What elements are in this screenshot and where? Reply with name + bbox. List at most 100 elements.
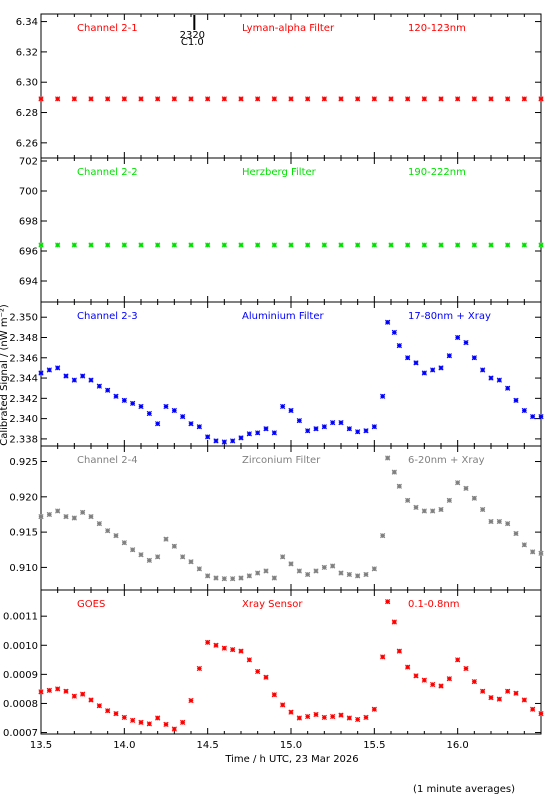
panel-frame [40,301,542,447]
data-point [521,407,527,414]
data-point [338,420,344,426]
flare-marker: 2320 C1.0 [180,15,205,48]
y-tick-label: 2.346 [9,353,38,364]
data-point [330,713,336,720]
data-point [438,506,444,513]
data-point [71,515,77,521]
data-point [346,571,352,578]
data-point [455,96,461,102]
panel-channel-label: Channel 2-2 [77,167,138,178]
data-point [46,687,52,693]
data-point [238,575,244,581]
data-point [385,319,391,325]
data-point [38,370,44,376]
data-point [405,497,411,503]
data-point [338,570,344,576]
data-point [388,96,394,102]
data-point [530,706,536,712]
panel-filter-label: Aluminium Filter [242,311,325,322]
data-point [113,711,119,717]
y-tick-label: 6.32 [16,47,38,58]
data-point [505,521,511,527]
data-point [138,552,144,558]
data-point [205,242,211,248]
data-point [230,647,236,653]
data-point [88,697,94,703]
data-point [530,549,536,555]
data-point [413,360,419,366]
data-point [271,242,277,248]
data-point [455,334,461,341]
data-point [146,410,152,417]
data-point [455,242,461,248]
data-point [288,96,294,102]
data-point [471,495,477,501]
averaging-note: (1 minute averages) [413,784,515,795]
data-point [346,426,352,432]
data-point [113,393,119,399]
data-point [188,559,194,565]
data-point [305,428,311,434]
data-point [363,571,369,578]
data-point [296,715,302,721]
y-tick-label: 6.28 [16,108,38,119]
data-point [246,573,252,579]
data-point [288,242,294,248]
panel-band-label: 6-20nm + Xray [408,455,485,466]
data-point [130,717,136,723]
data-point [38,689,44,695]
data-point [538,413,544,420]
data-point [171,543,177,549]
data-point [355,716,361,723]
data-point [385,455,391,461]
panel-3: 2.338 2.340 2.342 2.344 2.346 2.348 2.350 Chann… [9,301,544,447]
data-point [438,242,444,248]
data-point [330,420,336,426]
data-point [171,407,177,414]
data-point [385,599,391,605]
data-point [38,242,44,248]
data-point [163,536,169,542]
data-point [391,619,397,625]
data-point [213,438,219,444]
data-point [105,242,111,248]
data-point [130,547,136,553]
data-point [88,96,94,102]
data-point [88,242,94,248]
data-point [196,665,202,672]
y-tick-label: 696 [19,247,38,258]
y-tick-label: 6.34 [16,17,38,28]
data-point [496,518,502,525]
data-point [55,508,61,514]
data-point [380,533,386,539]
data-point [471,96,477,102]
data-point [63,513,69,520]
data-point [80,509,86,515]
data-point [96,383,102,389]
data-point [146,721,152,727]
data-point [71,96,77,102]
data-point [355,573,361,579]
data-point [55,365,61,371]
data-point [330,563,336,569]
y-tick-label: 694 [19,277,38,288]
data-point [380,393,386,399]
y-tick-label: 6.26 [16,138,38,149]
data-point [121,540,127,546]
data-point [96,703,102,709]
data-point [430,681,436,688]
data-point [121,96,127,102]
data-point [271,575,277,581]
data-point [391,329,397,336]
data-point [313,568,319,574]
data-point [313,711,319,718]
panel-band-label: 120-123nm [408,23,466,34]
data-point [521,697,527,703]
data-point [396,342,402,349]
panel-band-label: 17-80nm + Xray [408,311,491,322]
panel-filter-label: Zirconium Filter [242,455,321,466]
data-point [105,528,111,534]
panel-channel-label: GOES [77,599,105,610]
y-tick-label: 698 [19,217,38,228]
data-point [263,568,269,574]
